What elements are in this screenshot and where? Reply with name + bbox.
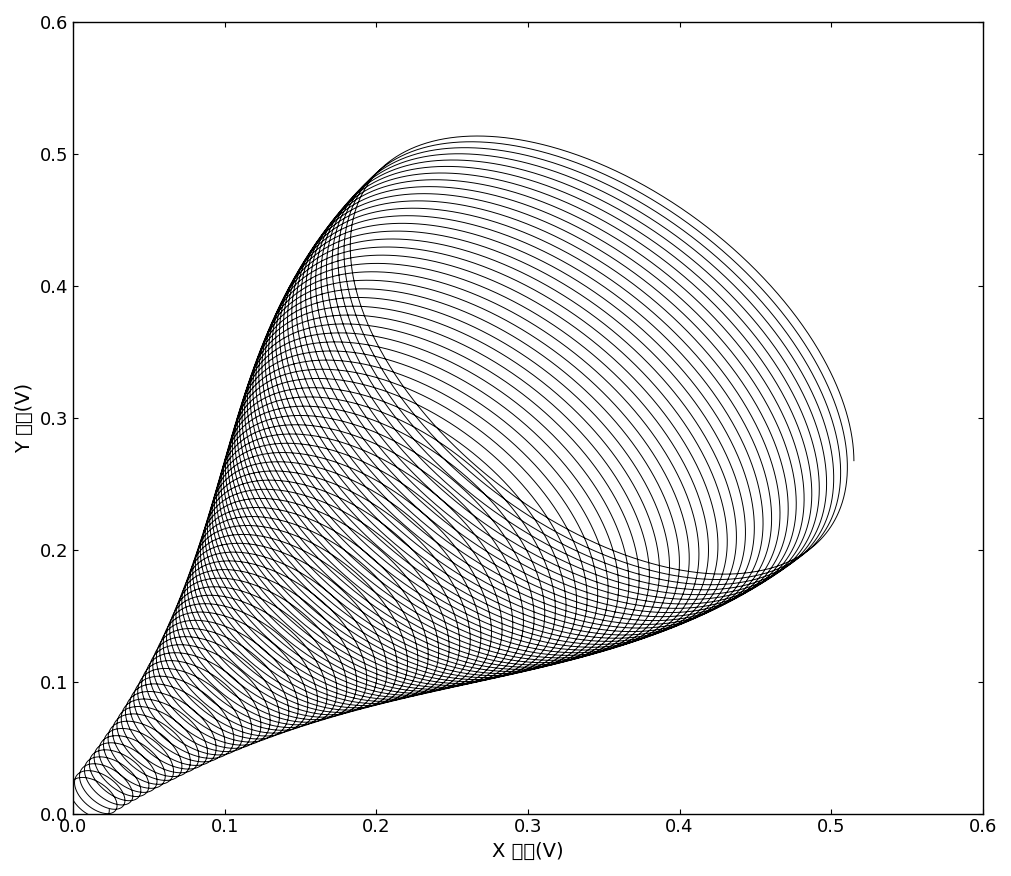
X-axis label: X 输入(V): X 输入(V) bbox=[491, 842, 563, 861]
Y-axis label: Y 输内(V): Y 输内(V) bbox=[15, 383, 34, 453]
